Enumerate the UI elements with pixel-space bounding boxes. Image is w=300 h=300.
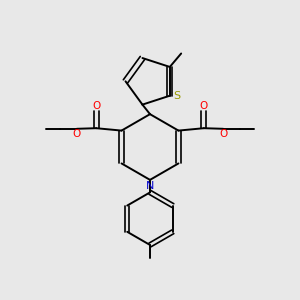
Text: O: O (92, 101, 100, 111)
Text: S: S (173, 91, 180, 101)
Text: O: O (200, 101, 208, 111)
Text: N: N (146, 181, 154, 191)
Text: O: O (219, 129, 227, 139)
Text: O: O (73, 129, 81, 139)
